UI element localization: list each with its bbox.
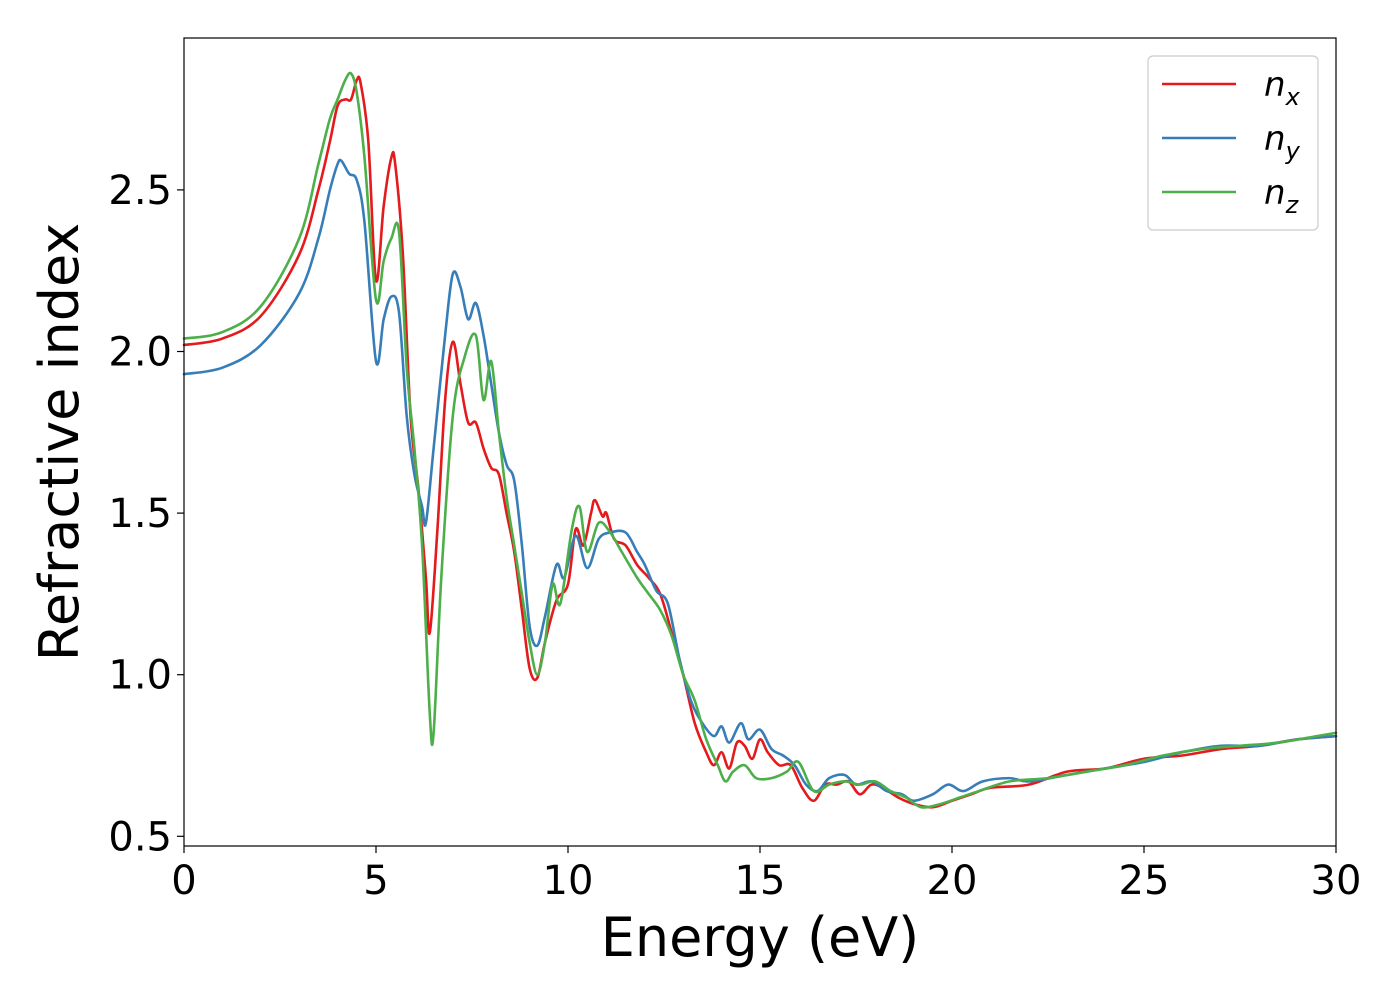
legend-label-ny: ny xyxy=(1264,119,1301,165)
x-axis-title: Energy (eV) xyxy=(601,906,920,969)
x-tick-label: 30 xyxy=(1311,858,1362,904)
series-layer xyxy=(182,71,1338,809)
legend-label-nx: nx xyxy=(1264,65,1301,111)
series-line-nz xyxy=(182,71,1338,809)
legend-box xyxy=(1147,55,1319,231)
y-tick-label: 1.0 xyxy=(108,653,172,699)
series-line-ny xyxy=(182,158,1338,803)
x-tick-label: 20 xyxy=(927,858,978,904)
x-tick-label: 10 xyxy=(543,858,594,904)
y-tick-label: 1.5 xyxy=(108,491,172,537)
x-tick-label: 5 xyxy=(363,858,388,904)
x-tick-label: 15 xyxy=(735,858,786,904)
legend: nx ny nz xyxy=(1147,55,1319,231)
y-tick-label: 2.5 xyxy=(108,168,172,214)
x-tick-label: 0 xyxy=(171,858,196,904)
y-tick-label: 0.5 xyxy=(108,814,172,860)
y-tick-label: 2.0 xyxy=(108,330,172,376)
x-axis-ticks: 0 5 10 15 20 25 30 xyxy=(171,846,1361,904)
legend-entries: nx ny nz xyxy=(1162,65,1301,219)
plot-area xyxy=(184,38,1336,846)
legend-label-nz: nz xyxy=(1264,173,1300,219)
y-axis-title: Refractive index xyxy=(28,223,91,662)
x-tick-label: 25 xyxy=(1119,858,1170,904)
y-axis-ticks: 0.5 1.0 1.5 2.0 2.5 xyxy=(108,168,184,860)
